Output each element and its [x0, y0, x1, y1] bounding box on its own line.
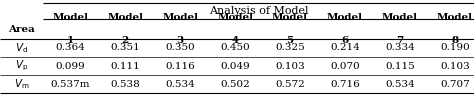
- Text: Model: Model: [107, 13, 143, 22]
- Text: 0.116: 0.116: [165, 62, 195, 70]
- Text: Model: Model: [437, 13, 473, 22]
- Text: Model: Model: [217, 13, 253, 22]
- Text: 0.103: 0.103: [440, 62, 470, 70]
- Text: 0.049: 0.049: [220, 62, 250, 70]
- Text: 8: 8: [451, 36, 459, 45]
- Text: Model: Model: [272, 13, 308, 22]
- Text: Model: Model: [327, 13, 363, 22]
- Text: $V_\mathrm{d}$: $V_\mathrm{d}$: [15, 41, 28, 55]
- Text: 7: 7: [396, 36, 404, 45]
- Text: 0.537m: 0.537m: [50, 80, 90, 89]
- Text: 0.214: 0.214: [330, 44, 360, 52]
- Text: Model: Model: [382, 13, 418, 22]
- Text: 0.070: 0.070: [330, 62, 360, 70]
- Text: 0.364: 0.364: [55, 44, 85, 52]
- Text: Model: Model: [162, 13, 198, 22]
- Text: 0.099: 0.099: [55, 62, 85, 70]
- Text: Analysis of Model: Analysis of Model: [209, 6, 308, 16]
- Text: 0.534: 0.534: [385, 80, 415, 89]
- Text: 0.534: 0.534: [165, 80, 195, 89]
- Text: 0.350: 0.350: [165, 44, 195, 52]
- Text: 0.334: 0.334: [385, 44, 415, 52]
- Text: 6: 6: [341, 36, 349, 45]
- Text: 0.351: 0.351: [110, 44, 140, 52]
- Text: 1: 1: [66, 36, 74, 45]
- Text: $V_\mathrm{p}$: $V_\mathrm{p}$: [15, 59, 28, 73]
- Text: 0.325: 0.325: [275, 44, 305, 52]
- Text: 0.103: 0.103: [275, 62, 305, 70]
- Text: 0.115: 0.115: [385, 62, 415, 70]
- Text: 4: 4: [231, 36, 239, 45]
- Text: 0.572: 0.572: [275, 80, 305, 89]
- Text: 5: 5: [286, 36, 294, 45]
- Text: 2: 2: [121, 36, 129, 45]
- Text: $V_\mathrm{m}$: $V_\mathrm{m}$: [14, 77, 29, 91]
- Text: 0.538: 0.538: [110, 80, 140, 89]
- Text: 0.450: 0.450: [220, 44, 250, 52]
- Text: 0.190: 0.190: [440, 44, 470, 52]
- Text: Model: Model: [52, 13, 88, 22]
- Text: 0.502: 0.502: [220, 80, 250, 89]
- Text: 0.716: 0.716: [330, 80, 360, 89]
- Text: 0.111: 0.111: [110, 62, 140, 70]
- Text: 0.707: 0.707: [440, 80, 470, 89]
- Text: Area: Area: [8, 25, 35, 34]
- Text: 3: 3: [176, 36, 184, 45]
